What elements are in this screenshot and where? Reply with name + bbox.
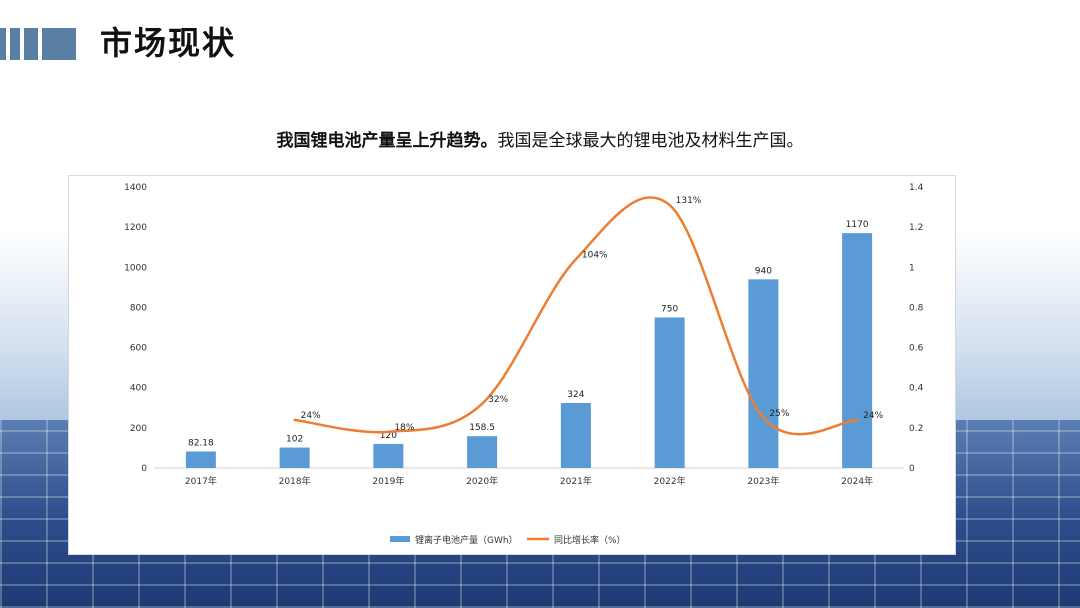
x-tick-label: 2019年: [372, 475, 404, 487]
line-data-label: 131%: [676, 196, 702, 206]
bar-data-label: 940: [755, 266, 772, 276]
y-left-tick-label: 800: [130, 303, 147, 313]
line-data-label: 32%: [488, 395, 508, 405]
bar: [842, 233, 873, 468]
bar: [185, 451, 216, 468]
x-tick-label: 2024年: [841, 475, 873, 487]
bar: [373, 443, 404, 468]
legend-bar-swatch: [390, 536, 410, 542]
page-title: 市场现状: [100, 24, 237, 62]
bar: [467, 436, 498, 468]
chart-card: 0 200 400 600 800 1000 1200 1400 0 0.2 0.4 0.6 0.8 1 1…: [68, 175, 956, 555]
line-data-label: 25%: [769, 409, 789, 419]
legend-line-label: 同比增长率（%）: [554, 534, 626, 546]
bar-data-label: 158.5: [469, 423, 495, 433]
title-decoration-bar: [0, 28, 6, 60]
x-tick-label: 2020年: [466, 475, 498, 487]
growth-rate-line: [293, 196, 859, 436]
line-data-label: 24%: [301, 411, 321, 421]
y-left-tick-label: 0: [141, 464, 147, 474]
combo-chart: 020040060080010001200140000.20.40.60.811…: [124, 183, 924, 546]
bar-data-label: 750: [661, 304, 678, 314]
y-left-tick-label: 1000: [124, 263, 147, 273]
x-tick-label: 2022年: [654, 475, 686, 487]
y-left-tick-label: 200: [130, 424, 147, 434]
y-left-tick-label: 1200: [124, 223, 147, 233]
y-right-tick-label: 0.6: [909, 344, 924, 354]
y-right-tick-label: 0.4: [909, 384, 924, 394]
title-decoration-bar: [24, 28, 38, 60]
line-data-label: 24%: [863, 411, 883, 421]
caption-rest: 我国是全球最大的锂电池及材料生产国。: [497, 131, 804, 151]
title-decoration-bar: [10, 28, 20, 60]
y-left-tick-label: 1400: [124, 183, 147, 193]
x-tick-label: 2021年: [560, 475, 592, 487]
bar: [560, 402, 591, 468]
caption-bold: 我国锂电池产量呈上升趋势。: [276, 131, 498, 151]
y-right-tick-label: 0.2: [909, 424, 923, 434]
y-right-tick-label: 1: [909, 263, 915, 273]
legend-bar-label: 锂离子电池产量（GWh）: [415, 534, 518, 546]
bar-data-label: 102: [286, 435, 303, 445]
bar: [279, 447, 310, 468]
y-right-tick-label: 1.4: [909, 183, 924, 193]
bar: [748, 279, 779, 468]
line-data-label: 18%: [394, 423, 414, 433]
bar: [654, 317, 685, 468]
bar-data-label: 82.18: [188, 439, 214, 449]
y-left-tick-label: 400: [130, 384, 147, 394]
bar-data-label: 324: [567, 390, 584, 400]
y-right-tick-label: 1.2: [909, 223, 923, 233]
line-data-label: 104%: [582, 250, 608, 260]
x-tick-label: 2023年: [747, 475, 779, 487]
chart-caption: 我国锂电池产量呈上升趋势。我国是全球最大的锂电池及材料生产国。: [0, 126, 1080, 151]
x-tick-label: 2017年: [185, 475, 217, 487]
bar-data-label: 1170: [846, 220, 869, 230]
x-tick-label: 2018年: [279, 475, 311, 487]
title-decoration-bar: [42, 28, 76, 60]
y-right-tick-label: 0: [909, 464, 915, 474]
bar-data-label: 120: [380, 431, 397, 441]
y-right-tick-label: 0.8: [909, 303, 924, 313]
y-left-tick-label: 600: [130, 344, 147, 354]
